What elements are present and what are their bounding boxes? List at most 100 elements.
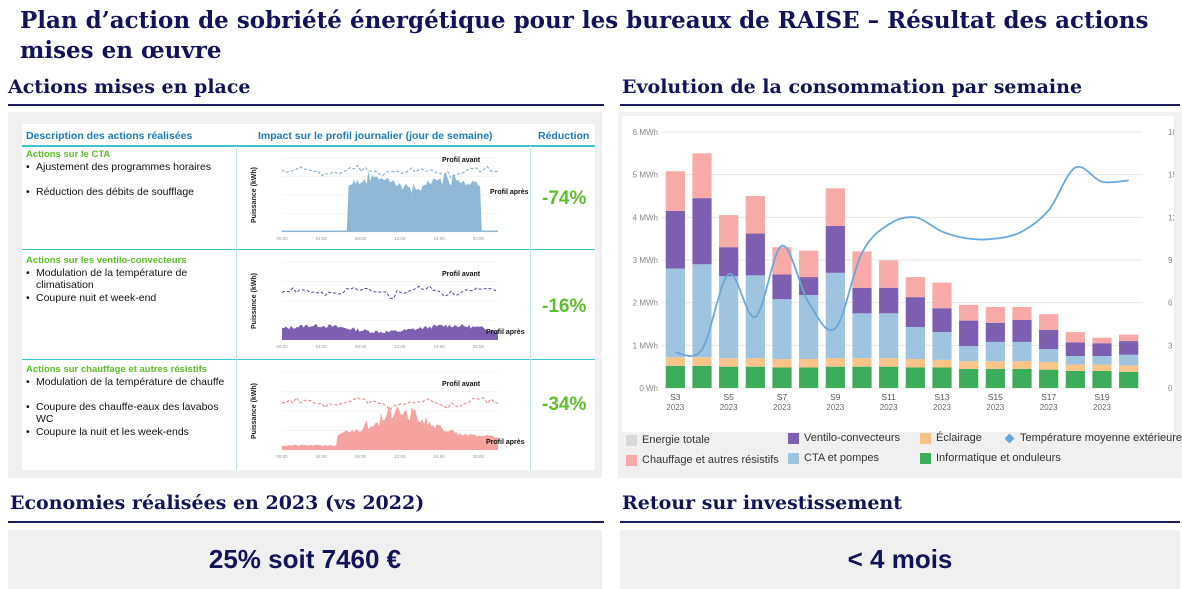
mini-y-label: Puissance (kWh): [251, 273, 258, 329]
legend-swatch: [626, 454, 637, 466]
bar-segment: [905, 358, 925, 368]
consumption-chart-area: 0 Wh 1 MWh 2 MWh 3 MWh 4 MWh 5 MWh 6 MWh 0 °C 3 …: [622, 116, 1182, 432]
y-tick-label-left: 5 MWh: [633, 171, 658, 180]
x-tick-label: S17: [1041, 392, 1056, 402]
y-tick-label-left: 1 MWh: [633, 341, 658, 350]
x-tick-label: S5: [723, 392, 734, 402]
bar-segment: [932, 367, 952, 388]
mini-x-tick: 12:00: [394, 236, 406, 241]
bar-segment: [799, 294, 819, 359]
x-tick-label-year: 2023: [773, 403, 791, 412]
y-tick-label-left: 4 MWh: [633, 213, 658, 222]
bar-segment: [852, 313, 872, 359]
bar-segment: [985, 341, 1005, 362]
bar-segment: [692, 264, 712, 358]
legend-swatch: [788, 432, 799, 444]
profile-chart-ventilo: Puissance (kWh) 00:00 04:00 08:00 12:00 16:00…: [251, 261, 525, 349]
bar-segment: [879, 287, 899, 314]
bar-segment: [1065, 332, 1085, 343]
mini-y-label: Puissance (kWh): [251, 167, 258, 223]
x-tick-label: S13: [934, 392, 949, 402]
bar-segment: [1092, 343, 1112, 356]
bar-segment: [959, 368, 979, 388]
x-tick-label-year: 2023: [880, 403, 898, 412]
mini-profile-after-area: [282, 405, 498, 450]
mini-label-after: Profil après: [486, 439, 525, 446]
legend-swatch: [920, 452, 931, 464]
header-impact: Impact sur le profil journalier (jour de…: [258, 130, 493, 142]
row-divider-1: [22, 249, 595, 250]
mini-x-tick: 00:00: [276, 454, 288, 459]
savings-section-title: Economies réalisées en 2023 (vs 2022): [10, 492, 425, 514]
bar-segment: [825, 358, 845, 367]
savings-kpi: 25% soit 7460 €: [8, 530, 602, 589]
roi-kpi: < 4 mois: [620, 530, 1180, 589]
roi-title-rule: [620, 521, 1180, 523]
column-separator-2: [530, 146, 531, 470]
legend-label: Éclairage: [936, 432, 982, 444]
x-tick-label: S11: [881, 392, 896, 402]
evolution-title-rule: [620, 104, 1180, 106]
bar-segment: [932, 332, 952, 360]
bar-segment: [1039, 361, 1059, 370]
mini-x-tick: 04:00: [316, 344, 328, 349]
y-tick-label-left: 2 MWh: [633, 299, 658, 308]
bar-segment: [825, 188, 845, 226]
bar-segment: [1065, 356, 1085, 365]
mini-profile-before-line: [281, 285, 499, 300]
bar-segment: [772, 367, 792, 388]
mini-x-tick: 16:00: [433, 454, 445, 459]
bar-segment: [985, 361, 1005, 369]
y-tick-label-right: 12 °C: [1168, 213, 1174, 222]
bar-segment: [1065, 370, 1085, 388]
x-tick-label: S3: [670, 392, 681, 402]
group-cta-bullet-1: Ajustement des programmes horaires: [26, 161, 236, 173]
header-reduction: Réduction: [538, 130, 590, 142]
bar-segment: [772, 358, 792, 368]
group-ventilo-bullet-1: Modulation de la température de climatis…: [26, 267, 236, 291]
bar-segment: [692, 153, 712, 199]
x-tick-label: S19: [1094, 392, 1109, 402]
bar-segment: [905, 297, 925, 327]
bar-segment: [825, 225, 845, 273]
bar-segment: [959, 304, 979, 321]
legend-item: Éclairage: [920, 432, 982, 444]
bar-segment: [985, 306, 1005, 323]
x-tick-label-year: 2023: [666, 403, 684, 412]
bar-segment: [852, 251, 872, 288]
y-tick-label-left: 0 Wh: [639, 384, 658, 393]
x-tick-label-year: 2023: [933, 403, 951, 412]
legend-swatch: [788, 452, 799, 464]
mini-profile-before-line: [281, 164, 499, 179]
legend-swatch: [920, 432, 931, 444]
bar-segment: [772, 274, 792, 300]
x-tick-label: S7: [777, 392, 788, 402]
bar-segment: [799, 358, 819, 368]
legend-label: Température moyenne extérieure: [1020, 432, 1182, 444]
bar-segment: [932, 359, 952, 368]
mini-x-tick: 00:00: [276, 236, 288, 241]
y-tick-label-right: 3 °C: [1168, 341, 1174, 350]
bar-segment: [665, 171, 685, 211]
bar-segment: [1092, 370, 1112, 388]
legend-label: Ventilo-convecteurs: [804, 432, 900, 444]
bar-segment: [1092, 364, 1112, 371]
bar-segment: [1119, 371, 1139, 388]
bar-segment: [1119, 341, 1139, 355]
profile-chart-cta: Puissance (kWh) 00:00 04:00 08:00 12:00 16:00…: [251, 157, 528, 241]
consumption-chart: 0 Wh 1 MWh 2 MWh 3 MWh 4 MWh 5 MWh 6 MWh 0 °C 3 …: [633, 128, 1182, 412]
mini-label-before: Profil avant: [442, 381, 481, 388]
mini-profile-after-area: [282, 323, 498, 340]
mini-x-tick: 04:00: [316, 236, 328, 241]
mini-x-tick: 04:00: [316, 454, 328, 459]
mini-x-tick: 12:00: [394, 344, 406, 349]
legend-item: Energie totale: [626, 434, 710, 446]
bar-segment: [692, 365, 712, 388]
mini-x-tick: 00:00: [276, 344, 288, 349]
legend-label: Chauffage et autres résistifs: [642, 454, 779, 466]
bar-segment: [1092, 356, 1112, 365]
profile-chart-chauffage: Puissance (kWh) 00:00 04:00 08:00 12:00 16:00…: [251, 371, 525, 459]
bar-segment: [772, 299, 792, 359]
mini-x-tick: 08:00: [355, 344, 367, 349]
bar-segment: [1065, 364, 1085, 371]
